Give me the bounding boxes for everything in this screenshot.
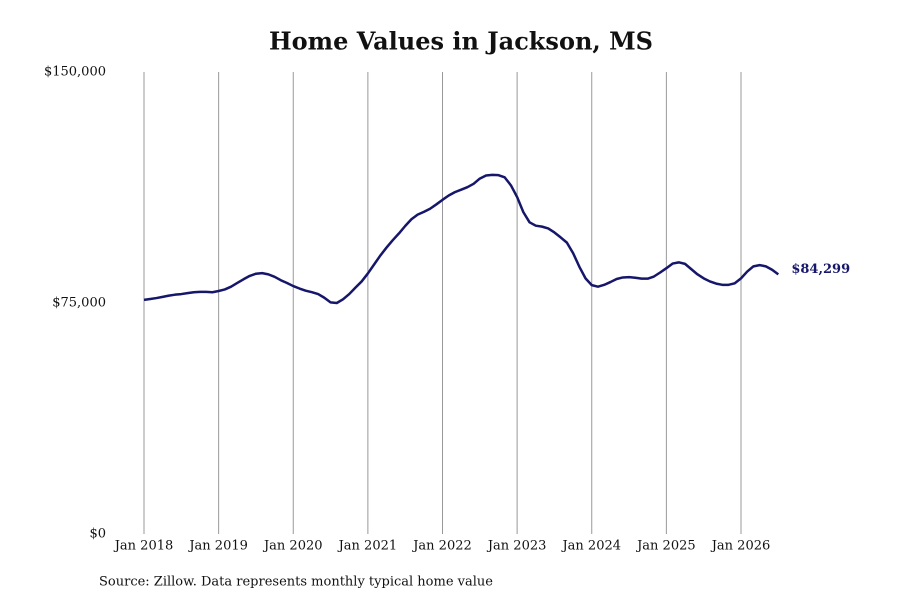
x-tick-label: Jan 2026 [710, 539, 771, 554]
x-tick-label: Jan 2023 [486, 539, 547, 554]
x-tick-label: Jan 2022 [411, 539, 472, 554]
x-tick-label: Jan 2021 [337, 539, 398, 554]
chart-title: Home Values in Jackson, MS [269, 27, 653, 56]
value-label: $84,299 [791, 262, 850, 277]
x-tick-label: Jan 2019 [187, 539, 248, 554]
y-tick-label: $150,000 [44, 65, 106, 80]
x-tick-label: Jan 2025 [635, 539, 696, 554]
x-tick-label: Jan 2024 [560, 539, 621, 554]
y-tick-label: $75,000 [52, 296, 106, 311]
data-line [143, 173, 780, 305]
x-tick-label: Jan 2020 [262, 539, 323, 554]
source-note: Source: Zillow. Data represents monthly … [99, 575, 493, 590]
y-tick-label: $0 [89, 527, 106, 542]
x-tick-label: Jan 2018 [113, 539, 174, 554]
